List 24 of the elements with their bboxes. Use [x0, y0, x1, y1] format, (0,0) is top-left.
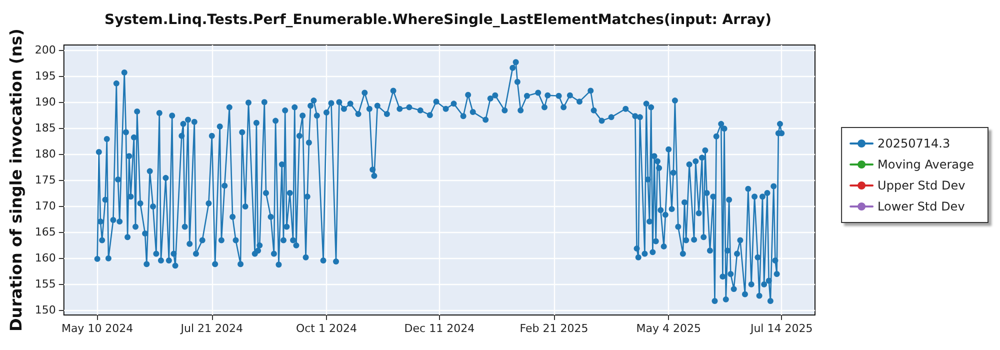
y-tick-label: 170 [34, 199, 56, 212]
x-tick-label: Dec 11 2024 [404, 322, 475, 335]
x-tick-label: May 4 2025 [636, 322, 701, 335]
y-tick-label: 165 [34, 225, 56, 238]
x-tick-label: Jul 14 2025 [749, 322, 813, 335]
y-tick-label: 150 [34, 303, 56, 316]
y-tick-label: 185 [34, 122, 56, 135]
chart-title: System.Linq.Tests.Perf_Enumerable.WhereSingle_LastElementMatches(input: Array) [104, 12, 772, 28]
y-tick-label: 200 [34, 44, 56, 57]
legend-label: Lower Std Dev [878, 200, 965, 214]
y-axis-title: Duration of single invocation (ns) [6, 28, 26, 332]
x-tick-label: May 10 2024 [61, 322, 134, 335]
y-tick-label: 195 [34, 70, 56, 83]
x-tick-label: Oct 1 2024 [296, 322, 357, 335]
y-tick-label: 160 [34, 251, 56, 264]
x-tick-label: Feb 21 2025 [520, 322, 588, 335]
y-tick-label: 175 [34, 174, 56, 186]
y-tick-label: 155 [34, 277, 56, 290]
y-tick-label: 190 [34, 96, 56, 109]
legend-label: 20250714.3 [878, 136, 950, 150]
x-tick-label: Jul 21 2024 [180, 322, 244, 335]
legend-label: Moving Average [878, 158, 974, 172]
legend-label: Upper Std Dev [878, 178, 966, 192]
y-tick-label: 180 [34, 148, 56, 161]
